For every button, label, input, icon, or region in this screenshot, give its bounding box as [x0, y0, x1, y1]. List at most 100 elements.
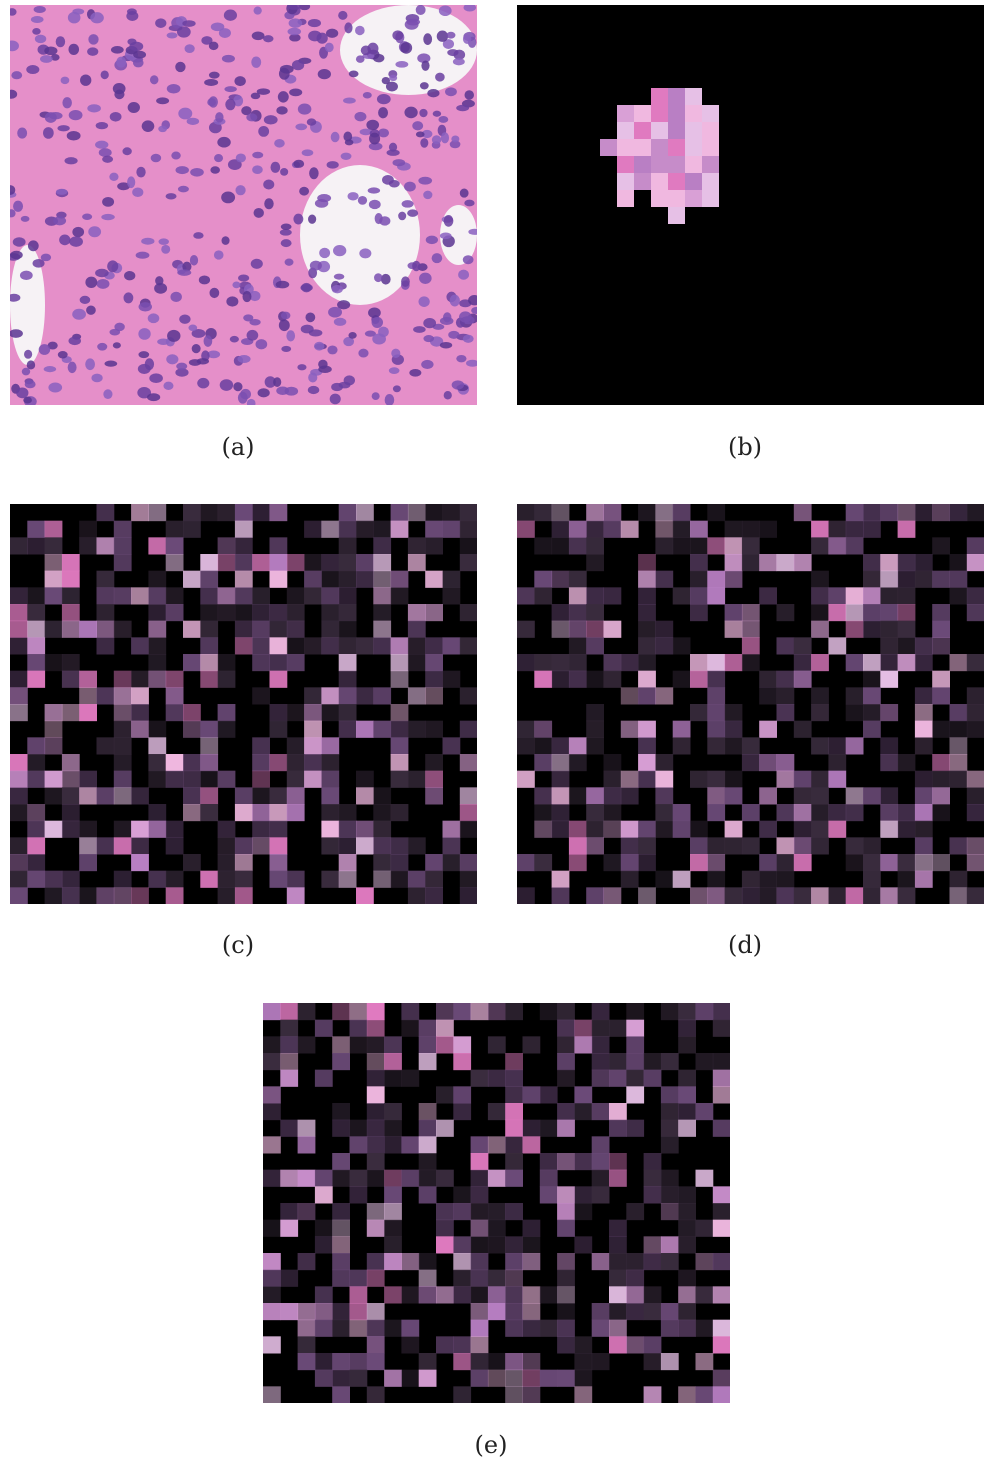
tile	[673, 521, 691, 538]
tile	[523, 1286, 541, 1303]
tile	[915, 771, 933, 788]
tile	[621, 771, 639, 788]
tile	[350, 1170, 368, 1187]
nucleus	[416, 5, 426, 15]
tile	[287, 737, 305, 754]
nucleus	[413, 326, 426, 333]
tile	[263, 1253, 281, 1270]
tile	[811, 621, 829, 638]
tile	[425, 571, 443, 588]
tile	[690, 604, 708, 621]
nucleus	[437, 31, 448, 42]
tile	[569, 671, 587, 688]
tile	[45, 587, 63, 604]
nucleus	[155, 18, 166, 28]
tile	[263, 1303, 281, 1320]
tile	[863, 621, 881, 638]
tile	[419, 1153, 437, 1170]
tile	[557, 1203, 575, 1220]
tile	[367, 1036, 385, 1053]
nucleus	[301, 325, 314, 334]
tile	[828, 537, 846, 554]
tile	[600, 139, 617, 156]
tile	[742, 887, 760, 904]
tile	[391, 804, 409, 821]
tile	[287, 637, 305, 654]
tile	[235, 887, 253, 904]
tile	[604, 587, 622, 604]
tile	[235, 804, 253, 821]
tile	[453, 1103, 471, 1120]
tile	[617, 173, 634, 190]
tile	[62, 571, 80, 588]
tile	[148, 671, 166, 688]
tile	[79, 537, 97, 554]
tile	[621, 871, 639, 888]
nucleus	[11, 71, 22, 79]
nucleus	[440, 233, 452, 240]
tile	[339, 587, 357, 604]
tile	[592, 1170, 610, 1187]
nucleus	[232, 281, 240, 288]
nucleus	[372, 333, 386, 344]
tile	[517, 654, 535, 671]
tile	[62, 804, 80, 821]
nucleus	[28, 240, 39, 251]
tile	[453, 1086, 471, 1103]
tile	[270, 537, 288, 554]
tile	[713, 1120, 730, 1137]
nucleus	[276, 281, 290, 289]
tile	[678, 1020, 696, 1037]
tile	[794, 504, 812, 521]
tile	[574, 1203, 592, 1220]
tile	[702, 173, 719, 190]
tile	[270, 837, 288, 854]
tile	[707, 787, 725, 804]
tile	[725, 721, 743, 738]
tile	[794, 637, 812, 654]
tile	[367, 1386, 385, 1403]
nucleus	[345, 139, 354, 145]
tile	[713, 1320, 730, 1337]
tile	[828, 637, 846, 654]
tile	[10, 804, 28, 821]
tile	[586, 537, 604, 554]
tile	[655, 637, 673, 654]
tile	[592, 1136, 610, 1153]
tile	[523, 1136, 541, 1153]
tile	[332, 1170, 350, 1187]
tile	[114, 554, 132, 571]
tile	[218, 654, 236, 671]
tile	[932, 804, 950, 821]
nucleus	[189, 359, 201, 366]
tile	[367, 1303, 385, 1320]
tile	[339, 837, 357, 854]
nucleus	[209, 288, 219, 298]
tile	[552, 754, 570, 771]
tile	[759, 587, 777, 604]
tile	[166, 887, 184, 904]
nucleus	[53, 216, 66, 225]
tile	[777, 854, 795, 871]
tile	[794, 771, 812, 788]
tile	[707, 571, 725, 588]
tile	[540, 1003, 558, 1020]
tile	[270, 804, 288, 821]
tile	[678, 1103, 696, 1120]
tile	[218, 554, 236, 571]
tile	[27, 737, 45, 754]
tile	[863, 687, 881, 704]
tile	[696, 1103, 714, 1120]
tile	[436, 1336, 454, 1353]
tile	[655, 804, 673, 821]
tile	[811, 821, 829, 838]
tile	[713, 1203, 730, 1220]
tile	[218, 854, 236, 871]
nucleus	[354, 112, 366, 122]
tile	[685, 105, 702, 122]
tile	[678, 1320, 696, 1337]
tile	[235, 587, 253, 604]
tile	[523, 1370, 541, 1387]
tile	[915, 504, 933, 521]
tile	[678, 1036, 696, 1053]
